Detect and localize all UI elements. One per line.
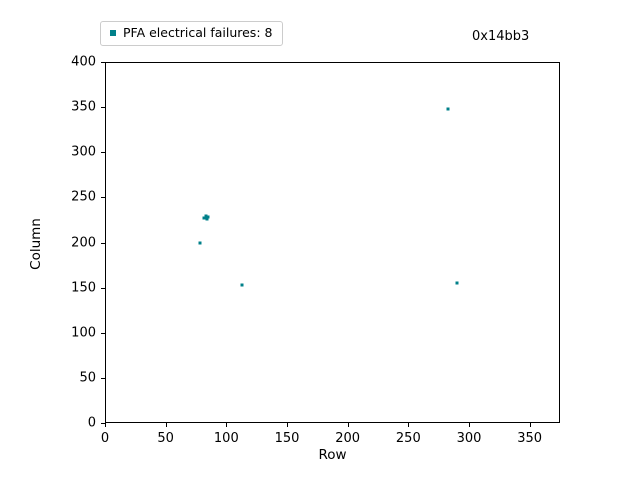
y-tick-label: 350 <box>71 99 96 115</box>
legend-marker-icon <box>110 30 116 37</box>
y-tick-label: 0 <box>87 415 96 431</box>
annotation-text: 0x14bb3 <box>472 29 530 44</box>
y-tick-mark <box>101 377 105 379</box>
y-tick-label: 400 <box>71 54 96 70</box>
x-tick-mark <box>226 423 228 427</box>
y-tick-label: 300 <box>71 144 96 160</box>
x-tick-label: 200 <box>335 431 361 446</box>
y-tick-mark <box>101 332 105 334</box>
scatter-point <box>202 216 206 220</box>
x-tick-mark <box>165 423 167 427</box>
x-tick-mark <box>529 423 531 427</box>
scatter-point <box>240 283 244 287</box>
scatter-point <box>455 281 459 285</box>
x-tick-label: 100 <box>213 431 239 446</box>
y-tick-label: 250 <box>71 189 96 205</box>
x-tick-mark <box>408 423 410 427</box>
y-axis-label: Column <box>28 218 44 270</box>
x-tick-label: 0 <box>100 431 110 446</box>
x-tick-label: 150 <box>274 431 300 446</box>
x-axis-label: Row <box>318 447 347 463</box>
y-tick-mark <box>101 423 105 424</box>
legend-box: PFA electrical failures: 8 <box>100 21 284 46</box>
y-tick-mark <box>101 242 105 244</box>
x-tick-mark <box>105 423 106 427</box>
x-tick-label: 300 <box>456 431 482 446</box>
plot-area <box>105 62 560 423</box>
y-tick-label: 50 <box>79 370 96 386</box>
x-tick-mark <box>287 423 288 427</box>
x-tick-mark <box>347 423 349 427</box>
y-tick-mark <box>101 62 105 63</box>
legend-label: PFA electrical failures: 8 <box>123 25 273 40</box>
scatter-point <box>204 214 208 218</box>
scatter-point <box>198 241 202 244</box>
x-tick-label: 350 <box>517 431 543 446</box>
y-tick-mark <box>101 287 105 289</box>
x-tick-label: 250 <box>395 431 421 446</box>
x-tick-mark <box>469 423 470 427</box>
y-tick-label: 200 <box>71 235 96 250</box>
y-tick-mark <box>101 107 105 109</box>
x-tick-label: 50 <box>157 431 174 446</box>
y-tick-mark <box>101 197 105 199</box>
scatter-point <box>205 217 209 221</box>
scatter-point <box>446 107 450 111</box>
scatter-point <box>206 215 210 219</box>
y-tick-label: 100 <box>71 325 96 341</box>
y-tick-label: 150 <box>71 280 96 296</box>
y-tick-mark <box>101 152 105 154</box>
